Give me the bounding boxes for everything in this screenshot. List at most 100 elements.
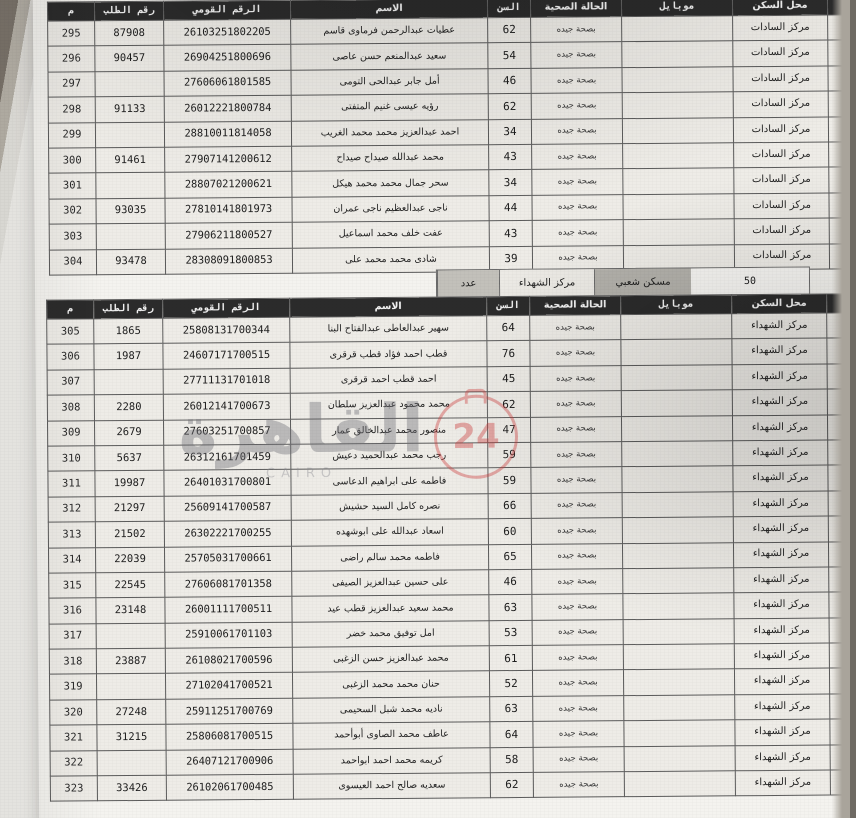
cell-mobile xyxy=(623,694,735,721)
cell-serial: 300 xyxy=(48,147,96,174)
cell-age: 62 xyxy=(488,93,532,120)
cell-relation: مقدم طلب xyxy=(828,565,856,593)
cell-request-no: 1987 xyxy=(93,343,164,370)
cell-national-id: 27906211800527 xyxy=(165,222,293,249)
cell-health: بصحة جيده xyxy=(532,720,625,748)
column-header-name: الاسم xyxy=(290,0,488,20)
column-header-national-id: الرقم القومي xyxy=(163,0,291,21)
cell-request-no: 22545 xyxy=(95,572,165,599)
cell-health: بصحة جيده xyxy=(529,314,621,341)
cell-serial: 301 xyxy=(48,173,96,199)
cell-mobile xyxy=(622,91,734,119)
cell-request-no: 1865 xyxy=(93,318,163,345)
cell-serial: 304 xyxy=(49,249,97,276)
cell-residence: مركز الشهداء xyxy=(734,693,830,721)
cell-age: 64 xyxy=(489,721,534,748)
cell-serial: 295 xyxy=(47,20,95,47)
cell-residence: مركز الشهداء xyxy=(732,389,828,416)
cell-name: محمد عبدالله صيداح صيداح xyxy=(291,144,489,172)
cell-mobile xyxy=(624,745,736,772)
cell-residence: مركز الشهداء xyxy=(735,770,831,797)
count-value[interactable]: 50 xyxy=(690,267,810,295)
cell-request-no xyxy=(96,673,166,700)
cell-mobile xyxy=(621,41,733,68)
cell-national-id: 26102061700485 xyxy=(166,774,294,801)
cell-health: بصحة جيده xyxy=(530,16,622,43)
cell-health: بصحة جيده xyxy=(532,670,624,697)
cell-national-id: 25705031700661 xyxy=(164,545,292,573)
cell-request-no: 23887 xyxy=(96,648,166,675)
cell-national-id: 26001111700511 xyxy=(164,596,293,623)
cell-national-id: 24607171700515 xyxy=(162,342,291,370)
cell-relation: مقدم طلب xyxy=(827,438,856,466)
cell-residence: مركز الشهداء xyxy=(734,719,831,746)
cell-name: عاطف محمد الصاوى أبوأحمد xyxy=(292,721,491,749)
cell-national-id: 28810011814058 xyxy=(164,120,292,148)
cell-mobile xyxy=(621,364,733,391)
column-header-relation: صلة القرابة xyxy=(826,292,856,314)
cell-relation: زوجة xyxy=(829,616,856,644)
cell-serial: 323 xyxy=(50,775,98,802)
cell-mobile xyxy=(622,516,734,544)
cell-mobile xyxy=(623,720,736,747)
cell-request-no: 93478 xyxy=(96,248,166,275)
cell-serial: 314 xyxy=(48,547,96,574)
cell-name: فاطمه على ابراهيم الدعاسى xyxy=(290,468,489,495)
cell-mobile xyxy=(622,491,734,518)
cell-age: 46 xyxy=(488,569,532,596)
cell-mobile xyxy=(621,466,734,493)
cell-health: بصحة جيده xyxy=(533,746,625,773)
housing-type-value[interactable]: مسكن شعبي xyxy=(593,268,692,296)
cell-relation: مقدم طلب xyxy=(827,464,856,491)
cell-name: منصور محمد عبدالخالق عمار xyxy=(290,417,488,445)
cell-age: 66 xyxy=(488,493,532,519)
cell-age: 63 xyxy=(489,696,533,722)
cell-relation: مقدم طلب xyxy=(828,514,856,542)
cell-national-id: 27711131701018 xyxy=(163,368,291,395)
cell-mobile xyxy=(623,618,735,645)
cell-age: 58 xyxy=(490,747,534,773)
cell-mobile xyxy=(622,567,734,594)
cell-serial: 303 xyxy=(49,223,97,250)
cell-national-id: 27907141200612 xyxy=(164,146,292,173)
column-header-mobile: موبايل xyxy=(621,0,733,17)
cell-health: بصحة جيده xyxy=(530,42,622,69)
cell-request-no xyxy=(96,622,166,649)
cell-serial: 321 xyxy=(49,725,98,751)
cell-national-id: 26401031700801 xyxy=(163,469,292,496)
cell-serial: 308 xyxy=(47,394,95,421)
cell-serial: 306 xyxy=(46,344,95,370)
cell-mobile xyxy=(620,313,732,341)
cell-residence: مركز الشهداء xyxy=(732,440,828,467)
cell-health: بصحة جيده xyxy=(531,194,624,221)
column-header-residence: محل السكن xyxy=(732,0,828,16)
cell-residence: مركز الشهداء xyxy=(733,566,829,594)
cell-national-id: 25806081700515 xyxy=(165,723,294,750)
cell-health: بصحة جيده xyxy=(531,543,623,570)
cell-health: بصحة جيده xyxy=(531,492,623,519)
cell-residence: مركز السادات xyxy=(732,40,828,67)
column-header-health: الحالة الصحية xyxy=(529,295,621,316)
cell-serial: 305 xyxy=(46,318,94,345)
cell-residence: مركز الشهداء xyxy=(731,338,828,365)
count-label: عدد xyxy=(436,269,500,297)
cell-health: بصحة جيده xyxy=(532,619,624,646)
cell-relation: مقدم طلب xyxy=(828,540,856,567)
cell-request-no xyxy=(97,749,167,776)
cell-name: رجب محمد عبدالحميد دعيش xyxy=(290,442,488,470)
cell-national-id: 26012141700673 xyxy=(163,393,291,420)
column-header-request-no: رقم الطلب xyxy=(94,1,164,21)
cell-age: 54 xyxy=(487,42,531,69)
cell-serial: 309 xyxy=(47,420,95,447)
cell-mobile xyxy=(622,168,734,195)
cell-relation: مقدم طلب xyxy=(827,413,856,441)
cell-mobile xyxy=(623,643,735,671)
cell-serial: 315 xyxy=(48,572,96,599)
cell-national-id: 26407121700906 xyxy=(166,748,294,776)
cell-health: بصحة جيده xyxy=(529,340,622,367)
cell-name: احمد عبدالعزيز محمد محمد الغريب xyxy=(291,119,489,147)
cell-serial: 319 xyxy=(49,674,97,701)
cell-residence: مركز الشهداء xyxy=(733,592,830,619)
center-value[interactable]: مركز الشهداء xyxy=(498,269,595,296)
cell-age: 43 xyxy=(488,144,532,171)
